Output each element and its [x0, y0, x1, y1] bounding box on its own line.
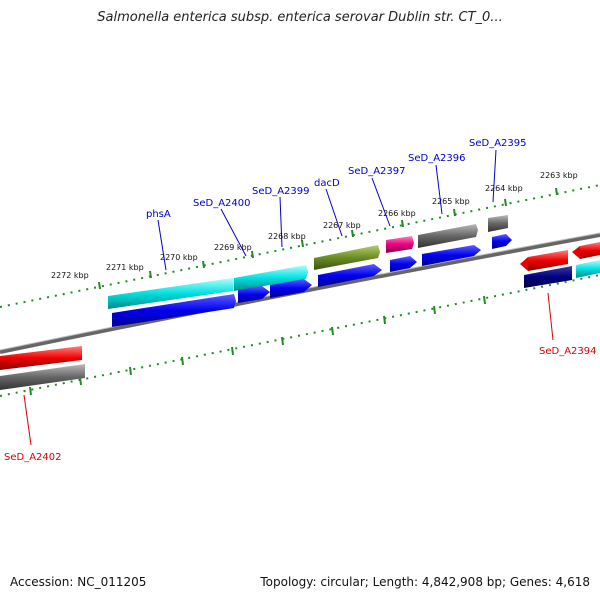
label-SeD_A2394[interactable]: SeD_A2394 [539, 346, 597, 357]
cds-SeD_A2397[interactable] [390, 256, 417, 272]
label-dacD[interactable]: dacD [314, 178, 340, 189]
cds-phsA[interactable] [112, 294, 236, 327]
cds-SeD_A2394[interactable] [524, 266, 572, 288]
gene-SeD_A2402[interactable] [0, 364, 85, 390]
label-SeD_A2399[interactable]: SeD_A2399 [252, 186, 310, 197]
rna-SeD_A2402[interactable] [0, 346, 82, 370]
accession-text: Accession: NC_011205 [10, 575, 147, 589]
label-phsA[interactable]: phsA [146, 209, 171, 220]
cds-dacD[interactable] [318, 264, 382, 287]
tick-label-2266: 2266 kbp [378, 209, 416, 218]
gene-phsA[interactable] [108, 278, 233, 309]
tick-label-2265: 2265 kbp [432, 197, 470, 206]
tick-label-2270: 2270 kbp [160, 253, 198, 262]
red-leader-lines [23, 292, 554, 446]
label-SeD_A2396[interactable]: SeD_A2396 [408, 153, 466, 164]
tick-label-2268: 2268 kbp [268, 232, 306, 241]
gene-SeD_A2395[interactable] [488, 215, 508, 232]
cds-SeD_A2399[interactable] [270, 279, 312, 298]
gene-SeD_A2400[interactable] [234, 265, 308, 291]
label-leader-lines [157, 149, 497, 271]
outer-major-ticks [98, 187, 558, 290]
tick-label-2267: 2267 kbp [323, 221, 361, 230]
tick-label-2271: 2271 kbp [106, 263, 144, 272]
genome-summary: Topology: circular; Length: 4,842,908 bp… [260, 575, 590, 589]
cds-SeD_A2400[interactable] [238, 286, 270, 303]
gene-right-edge[interactable] [576, 260, 600, 278]
gene-dacD[interactable] [314, 245, 380, 270]
tick-label-2272: 2272 kbp [51, 271, 89, 280]
gene-SeD_A2396[interactable] [418, 224, 478, 248]
inner-major-ticks [29, 295, 486, 396]
tick-label-2264: 2264 kbp [485, 184, 523, 193]
cds-SeD_A2396[interactable] [422, 245, 481, 266]
label-SeD_A2395[interactable]: SeD_A2395 [469, 138, 527, 149]
map-title: Salmonella enterica subsp. enterica sero… [97, 10, 503, 25]
tick-label-2263: 2263 kbp [540, 171, 578, 180]
tick-label-2269: 2269 kbp [214, 243, 252, 252]
cds-SeD_A2395[interactable] [492, 234, 512, 249]
label-SeD_A2402[interactable]: SeD_A2402 [4, 452, 62, 463]
tick-labels: 2272 kbp 2271 kbp 2270 kbp 2269 kbp 2268… [51, 171, 578, 280]
rna-SeD_A2394[interactable] [528, 250, 568, 271]
gene-SeD_A2397[interactable] [386, 236, 414, 253]
label-SeD_A2397[interactable]: SeD_A2397 [348, 166, 406, 177]
rna-right-edge[interactable] [580, 242, 600, 259]
label-SeD_A2400[interactable]: SeD_A2400 [193, 198, 251, 209]
